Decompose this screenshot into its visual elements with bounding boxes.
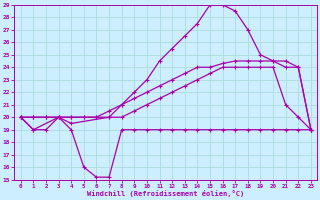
- X-axis label: Windchill (Refroidissement éolien,°C): Windchill (Refroidissement éolien,°C): [87, 190, 244, 197]
